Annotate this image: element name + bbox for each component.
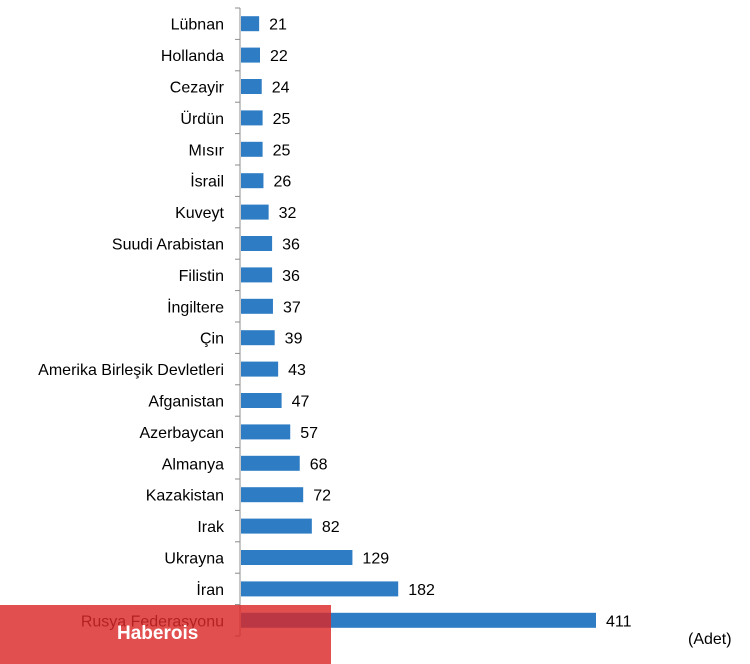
bar (241, 79, 262, 94)
value-label: 82 (322, 519, 340, 536)
category-label: İran (196, 580, 224, 599)
category-label: Kuveyt (175, 205, 224, 222)
bar (241, 330, 275, 346)
bar (241, 581, 399, 597)
bar (241, 518, 312, 534)
bar (241, 455, 300, 471)
bar (241, 110, 263, 126)
value-label: 36 (282, 268, 300, 285)
value-label: 411 (606, 613, 632, 630)
value-label: 25 (273, 111, 291, 128)
unit-label: (Adet) (688, 631, 732, 648)
bar (241, 298, 273, 314)
value-label: 21 (269, 17, 287, 34)
value-label: 36 (282, 237, 300, 254)
bar (241, 141, 263, 157)
bar (241, 267, 273, 283)
bar (241, 47, 261, 63)
bar (241, 424, 291, 440)
bar (241, 204, 269, 220)
category-label: Afganistan (148, 394, 224, 411)
bar (241, 173, 264, 189)
bar (241, 16, 260, 32)
value-label: 57 (300, 425, 318, 442)
value-label: 39 (285, 331, 303, 348)
value-label: 47 (292, 394, 310, 411)
value-label: 22 (270, 48, 288, 65)
category-label: Almanya (162, 456, 224, 473)
value-label: 26 (273, 174, 291, 191)
bar (241, 487, 304, 503)
category-label: Ukrayna (164, 551, 224, 568)
category-label: Suudi Arabistan (112, 237, 224, 254)
value-label: 25 (273, 142, 291, 159)
value-label: 68 (310, 456, 328, 473)
value-label: 43 (288, 362, 306, 379)
bar (241, 550, 353, 565)
category-label: Ürdün (180, 110, 224, 128)
value-label: 32 (279, 205, 297, 222)
category-label: İngiltere (167, 297, 224, 316)
category-label: Cezayir (170, 80, 225, 97)
category-label: Çin (200, 331, 224, 348)
bar (241, 361, 279, 377)
category-label: Hollanda (161, 48, 224, 65)
value-label: 37 (283, 299, 301, 316)
category-label: Azerbaycan (140, 425, 225, 442)
watermark-text: Haberois (117, 623, 199, 644)
category-label: Kazakistan (146, 488, 224, 505)
value-label: 182 (408, 582, 435, 599)
value-label: 129 (362, 551, 389, 568)
bar (241, 393, 282, 408)
plot-area: Lübnan 21 Hollanda 22 Cezayir 24 Ürdün 25 Mısır 2… (38, 16, 632, 630)
category-label: İsrail (190, 172, 224, 191)
bar (241, 236, 273, 251)
value-label: 24 (272, 80, 290, 97)
category-label: Mısır (188, 142, 224, 159)
category-label: Irak (197, 519, 225, 536)
category-label: Lübnan (171, 17, 224, 34)
category-label: Amerika Birleşik Devletleri (38, 362, 224, 379)
value-label: 72 (313, 488, 331, 505)
category-label: Filistin (179, 268, 224, 285)
watermark-banner: Haberois (0, 605, 331, 664)
y-axis-ticks (235, 7, 240, 637)
